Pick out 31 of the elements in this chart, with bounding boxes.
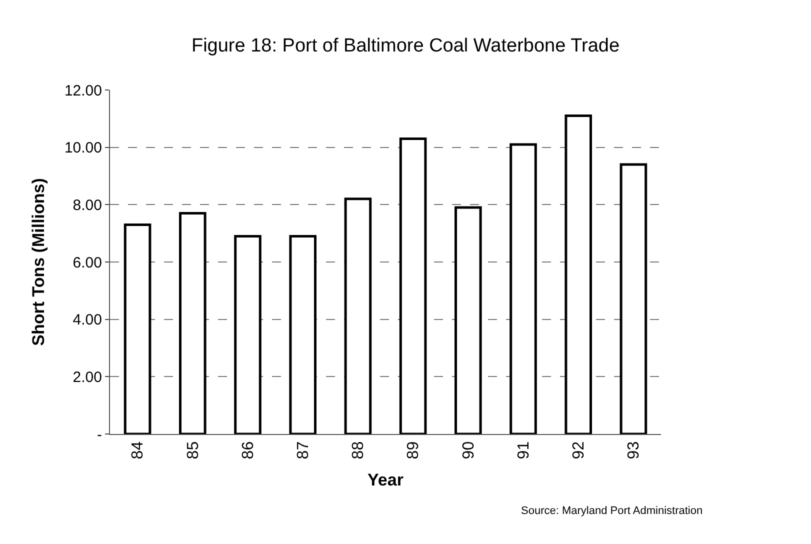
- y-tick-label: 4.00: [72, 312, 102, 329]
- y-tick-label: 10.00: [64, 140, 102, 157]
- bar: [620, 163, 648, 434]
- bar: [289, 234, 316, 434]
- bar: [124, 223, 152, 434]
- x-tick-label: 91: [515, 441, 532, 460]
- x-tick-label: 84: [130, 441, 147, 460]
- y-axis-title: Short Tons (Millions): [29, 178, 48, 346]
- bar: [179, 212, 206, 434]
- x-axis-title: Year: [368, 470, 404, 490]
- x-tick-label: 87: [295, 441, 312, 460]
- x-tick-label: 92: [570, 441, 588, 460]
- y-tick-label: 2.00: [72, 368, 102, 386]
- y-tick-label: 6.00: [72, 254, 102, 272]
- source-note: Source: Maryland Port Administration: [521, 505, 703, 517]
- x-tick-label: 89: [405, 441, 422, 460]
- x-tick-label: 88: [350, 441, 368, 460]
- bar: [454, 206, 482, 434]
- x-tick-label: 93: [626, 441, 643, 460]
- bar: [399, 137, 427, 434]
- bar: [234, 234, 262, 434]
- x-tick-label: 86: [240, 441, 257, 460]
- chart-title: Figure 18: Port of Baltimore Coal Waterbone Trade: [191, 35, 620, 56]
- y-tick-label: -: [97, 426, 102, 444]
- bar: [510, 143, 537, 434]
- x-tick-label: 85: [184, 441, 202, 460]
- bar: [344, 198, 372, 434]
- bar: [564, 114, 592, 434]
- x-tick-label: 90: [460, 441, 478, 460]
- y-tick-label: 8.00: [72, 196, 102, 214]
- y-tick-label: 12.00: [64, 82, 102, 100]
